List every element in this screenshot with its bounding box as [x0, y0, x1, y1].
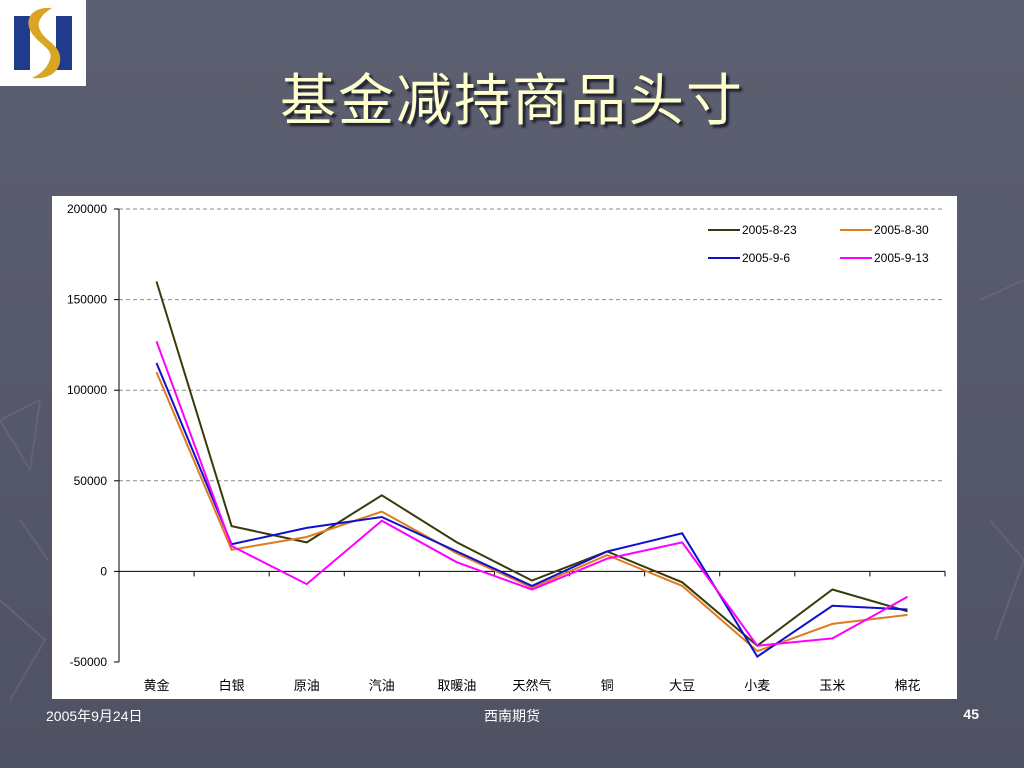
- page-number: 45: [963, 706, 979, 722]
- x-tick-label: 大豆: [669, 679, 695, 694]
- legend-label: 2005-8-23: [742, 223, 797, 237]
- legend-label: 2005-8-30: [874, 223, 929, 237]
- legend-label: 2005-9-13: [874, 251, 929, 265]
- x-tick-label: 取暖油: [437, 679, 476, 694]
- slide-title: 基金减持商品头寸: [280, 69, 744, 134]
- logo-mark-icon: [14, 7, 72, 79]
- line-chart: -50000 0 50000 100000 150000 200000 黄金 白银 原油 汽油 取暖…: [67, 202, 946, 694]
- y-tick-label: 0: [100, 564, 107, 578]
- x-tick-label: 玉米: [819, 679, 845, 694]
- x-tick-label: 天然气: [512, 678, 551, 694]
- axes: -50000 0 50000 100000 150000 200000 黄金 白银 原油 汽油 取暖…: [67, 202, 946, 694]
- series-lines: [155, 281, 908, 659]
- company-logo: [0, 0, 86, 86]
- x-tick-label: 黄金: [144, 678, 170, 694]
- footer-date: 2005年9月24日: [46, 708, 143, 724]
- series-line-2005-9-6: [155, 362, 908, 659]
- y-tick-label: 200000: [67, 202, 107, 216]
- y-tick-label: -50000: [70, 655, 108, 669]
- y-tick-label: 50000: [74, 474, 108, 488]
- series-line-2005-8-23: [155, 281, 908, 647]
- x-tick-label: 小麦: [744, 679, 770, 694]
- grid-lines: [119, 208, 945, 482]
- y-tick-label: 150000: [67, 293, 107, 307]
- chart-panel: -50000 0 50000 100000 150000 200000 黄金 白银 原油 汽油 取暖…: [52, 196, 957, 699]
- series-line-2005-8-30: [155, 371, 908, 653]
- x-tick-label: 汽油: [369, 679, 395, 694]
- series-line-2005-9-13: [155, 340, 908, 647]
- footer-organization: 西南期货: [484, 708, 540, 724]
- x-tick-label: 原油: [294, 679, 320, 694]
- legend-label: 2005-9-6: [742, 251, 790, 265]
- y-tick-label: 100000: [67, 383, 107, 397]
- x-tick-label: 白银: [219, 678, 245, 694]
- legend: 2005-8-23 2005-8-30 2005-9-6 2005-9-13: [708, 223, 929, 265]
- x-tick-label: 棉花: [894, 678, 920, 694]
- x-tick-label: 铜: [601, 679, 614, 694]
